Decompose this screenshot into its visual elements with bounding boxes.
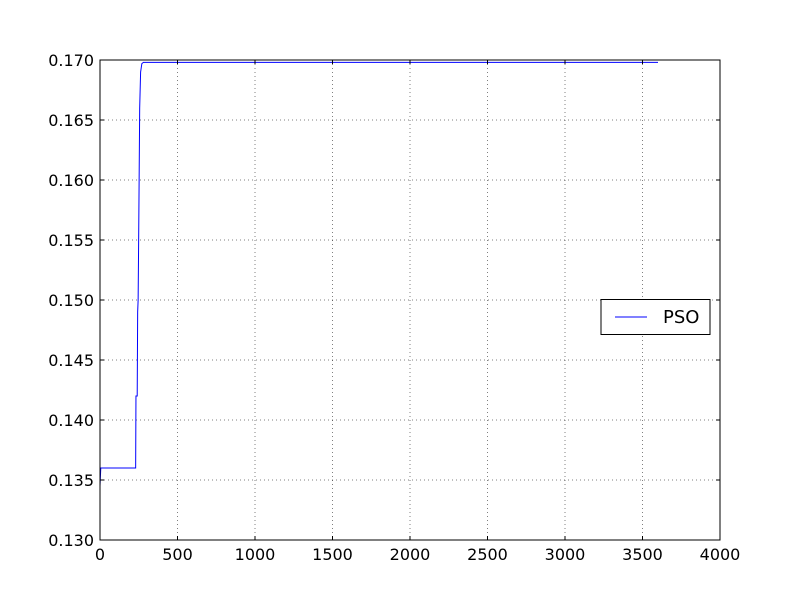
y-tick-label: 0.165 [48,111,94,130]
legend: PSO [600,299,711,335]
x-tick-label: 3500 [622,545,663,564]
x-tick-label: 3000 [545,545,586,564]
y-tick-label: 0.145 [48,351,94,370]
y-tick-label: 0.130 [48,531,94,550]
y-tick-label: 0.150 [48,291,94,310]
x-tick-label: 2000 [390,545,431,564]
y-tick-label: 0.140 [48,411,94,430]
y-tick-label: 0.170 [48,51,94,70]
y-tick-label: 0.135 [48,471,94,490]
x-tick-label: 2500 [467,545,508,564]
x-tick-label: 1000 [235,545,276,564]
legend-label-pso: PSO [663,307,699,328]
series-layer [99,61,658,487]
x-tick-label: 500 [162,545,193,564]
x-tick-label: 0 [95,545,105,564]
y-tick-label: 0.155 [48,231,94,250]
y-tick-label: 0.160 [48,171,94,190]
ticks: 0 500 1000 1500 2000 2500 3000 3500 4000 0.130 0.1… [48,51,740,564]
series-line-pso [99,61,658,487]
x-tick-label: 1500 [312,545,353,564]
x-tick-label: 4000 [700,545,741,564]
